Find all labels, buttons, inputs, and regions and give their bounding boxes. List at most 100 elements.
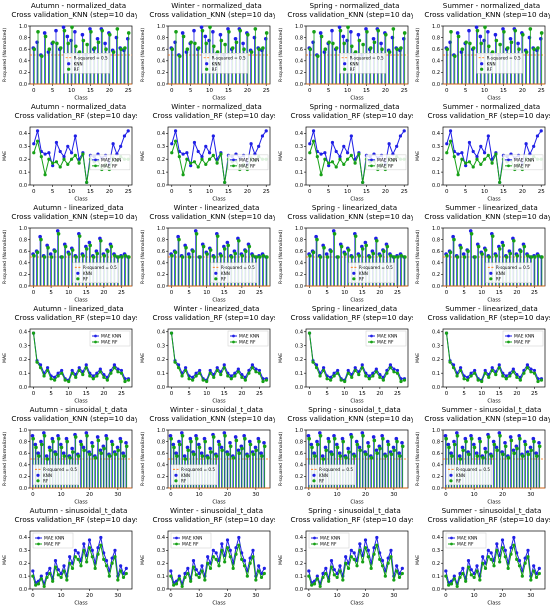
chart-subtitle: Cross validation_RF (step=10 days): [428, 515, 550, 524]
y-tick-label: 0.8: [19, 237, 27, 243]
mae-rf-point: [254, 578, 258, 582]
x-axis-label: Class: [350, 601, 364, 606]
x-tick-label: 25: [394, 391, 401, 397]
x-tick-label: 20: [499, 593, 506, 599]
rf-point: [88, 452, 92, 457]
mae-knn-point: [532, 144, 536, 148]
mae-rf-point: [311, 360, 315, 364]
knn-point: [497, 431, 502, 435]
y-tick-label: 0.0: [432, 183, 440, 189]
legend-knn-label: KNN: [350, 61, 359, 66]
mae-rf-point: [47, 157, 51, 161]
mae-rf-point: [208, 371, 212, 375]
knn-point: [168, 434, 173, 438]
mae-knn-point: [456, 152, 460, 156]
legend-mae-knn-label: MAE KNN: [101, 334, 121, 340]
y-axis-label: R-squared (Normalized): [415, 230, 421, 285]
rf-point: [106, 249, 110, 253]
legend-threshold-label: R-squared = 0.5: [221, 265, 255, 270]
rf-point: [223, 434, 227, 438]
y-tick-label: 0.2: [19, 272, 27, 278]
mae-rf-point: [357, 152, 361, 156]
y-tick-label: 0.4: [432, 261, 440, 267]
mae-knn-point: [257, 144, 261, 148]
rf-point: [522, 244, 527, 249]
mae-rf-point: [323, 157, 327, 161]
knn-point: [50, 436, 55, 441]
y-tick-label: 0.0: [19, 385, 27, 391]
y-tick-label: 0.3: [157, 343, 165, 349]
y-tick-label: 0.6: [432, 47, 440, 53]
mae-knn-point: [73, 548, 77, 552]
knn-point: [70, 446, 74, 451]
rf-point: [398, 454, 402, 458]
mae-knn-point: [183, 571, 187, 576]
rf-point: [540, 255, 544, 259]
mae-knn-point: [197, 571, 201, 576]
rf-point: [201, 244, 206, 249]
rf-point: [502, 30, 506, 34]
x-tick-label: 25: [125, 88, 132, 94]
mae-knn-point: [35, 129, 40, 133]
y-tick-label: 0.4: [157, 131, 165, 137]
knn-point: [455, 431, 459, 435]
rf-point: [366, 444, 371, 449]
chart-subtitle: Cross validation_KNN (step=10 days): [11, 414, 137, 423]
mae-knn-point: [84, 363, 88, 367]
mae-knn-point: [349, 134, 353, 138]
y-tick-label: 0.3: [432, 144, 440, 150]
y-axis-label: R-squared (Normalized): [278, 432, 284, 487]
mae-knn-line: [33, 333, 129, 381]
legend-mae-rf-label: MAE RF: [239, 340, 256, 346]
rf-point: [105, 436, 109, 441]
mae-knn-point: [257, 564, 261, 568]
mae-rf-point: [534, 575, 539, 579]
rf-point: [492, 442, 497, 447]
rf-point: [367, 255, 372, 259]
mae-rf-point: [476, 378, 480, 382]
rf-point: [520, 32, 525, 37]
knn-point: [233, 435, 238, 439]
rf-point: [45, 457, 50, 461]
mae-knn-point: [119, 368, 124, 373]
mae-knn-point: [192, 140, 197, 145]
knn-point: [104, 434, 108, 438]
legend-knn-swatch: [352, 271, 356, 275]
x-axis-label: Class: [350, 96, 364, 102]
mae-rf-point: [346, 566, 351, 570]
rf-point: [524, 50, 529, 54]
rf-point: [529, 255, 534, 259]
mae-rf-point: [189, 161, 193, 165]
knn-point: [371, 36, 376, 41]
rf-point: [318, 255, 323, 259]
rf-point: [335, 445, 340, 450]
knn-point: [48, 252, 53, 256]
mae-knn-point: [452, 574, 456, 578]
rf-point: [206, 456, 210, 460]
chart-title: Autumn - normalized_data: [31, 102, 126, 111]
legend-box: [308, 532, 350, 549]
mae-knn-point: [99, 535, 103, 540]
mae-knn-line: [32, 537, 127, 586]
mae-knn-point: [335, 571, 339, 576]
rf-point: [189, 439, 193, 444]
mae-rf-point: [43, 173, 47, 177]
rf-point: [32, 254, 36, 258]
mae-knn-point: [215, 366, 219, 370]
y-tick-label: 0.4: [157, 261, 165, 267]
rf-point: [469, 436, 474, 441]
mae-rf-point: [53, 565, 58, 569]
y-tick-label: 0.4: [157, 463, 165, 469]
y-tick-label: 0.1: [19, 574, 27, 580]
y-tick-label: 0.2: [295, 70, 303, 76]
mae-rf-point: [332, 573, 336, 577]
knn-point: [467, 28, 471, 33]
knn-point: [517, 434, 521, 438]
rf-point: [70, 25, 74, 29]
mae-rf-point: [225, 546, 230, 550]
knn-point: [537, 440, 541, 445]
rf-point: [349, 435, 354, 439]
mae-rf-point: [487, 375, 491, 379]
x-tick-label: 0: [31, 593, 35, 599]
